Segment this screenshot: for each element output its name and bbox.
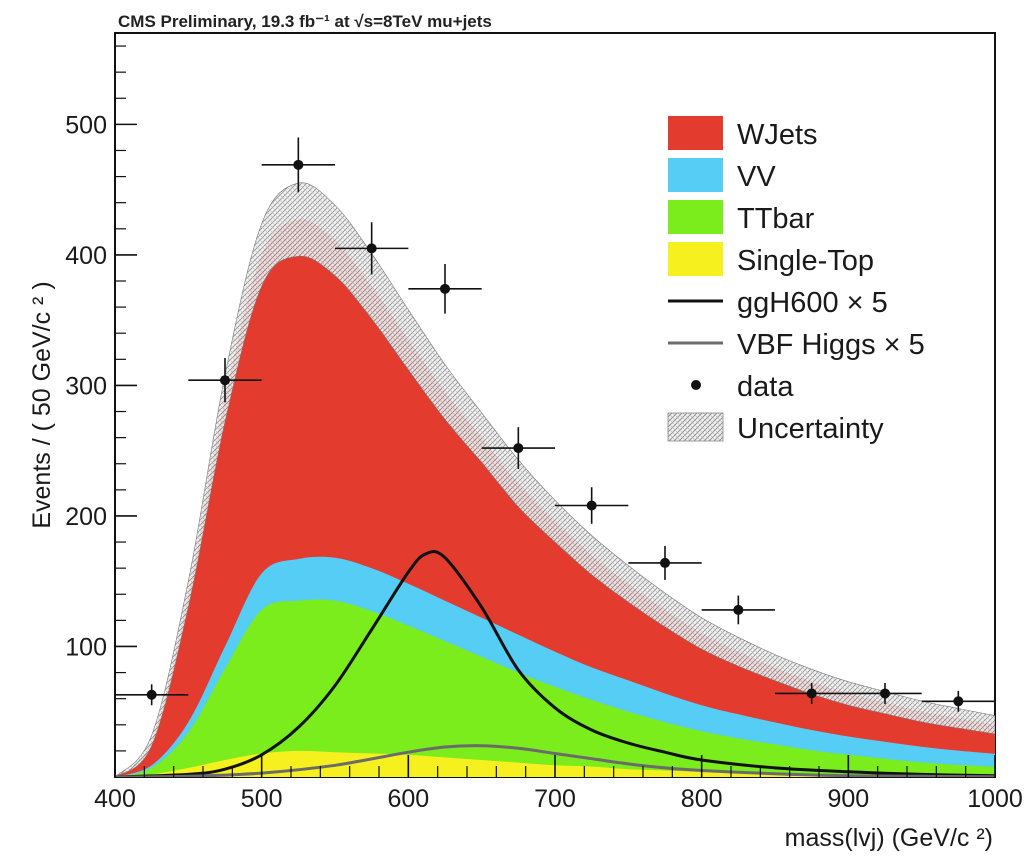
x-tick-label: 600 — [387, 785, 429, 813]
data-point-marker — [660, 557, 670, 568]
legend-label: ggH600 × 5 — [737, 287, 888, 319]
data-point-marker — [880, 688, 890, 699]
legend-item-ggh600-5: ggH600 × 5 — [668, 287, 888, 319]
data-point-marker — [586, 500, 597, 511]
legend-label: VBF Higgs × 5 — [737, 329, 925, 361]
data-point-marker — [366, 243, 377, 254]
data-point — [335, 222, 409, 275]
area-single-top — [115, 750, 995, 777]
data-point — [775, 683, 849, 704]
legend-item-uncertainty: Uncertainty — [667, 412, 884, 445]
axes-layer: 400 500 600 700 800 900 1000 100 200 300 400 500 — [65, 45, 1023, 813]
curve-vbf-higgs-5 — [115, 744, 995, 777]
data-point-marker — [293, 159, 304, 170]
legend-item-ttbar: TTbar — [668, 200, 815, 235]
legend: WJets VV TTbar Single-Top ggH600 × 5 VBF Higg… — [667, 116, 925, 445]
data-point — [188, 358, 262, 403]
legend-swatch — [668, 242, 723, 276]
legend-item-vbf-higgs-5: VBF Higgs × 5 — [668, 329, 925, 361]
legend-item-single-top: Single-Top — [668, 242, 874, 277]
x-tick-label: 900 — [827, 785, 869, 813]
legend-swatch — [668, 158, 723, 192]
chart-header: CMS Preliminary, 19.3 fb⁻¹ at √s=8TeV mu… — [118, 12, 492, 31]
x-tick-label: 700 — [534, 785, 576, 813]
y-tick-label: 300 — [65, 372, 107, 400]
y-tick-label: 100 — [65, 633, 107, 661]
data-point — [115, 684, 189, 706]
legend-label: WJets — [737, 119, 818, 151]
data-point — [555, 487, 629, 524]
curve-ggh600-5 — [115, 550, 995, 777]
data-point — [921, 690, 995, 712]
legend-label: Single-Top — [737, 245, 874, 277]
legend-item-vv: VV — [668, 158, 776, 193]
legend-swatch — [668, 116, 723, 150]
y-axis-title: Events / ( 50 GeV/c ² ) — [28, 281, 56, 528]
legend-label: Uncertainty — [737, 413, 884, 445]
area-ttbar — [115, 599, 995, 777]
data-point — [261, 137, 335, 193]
legend-item-wjets: WJets — [668, 116, 818, 151]
x-axis-title: mass(lvj) (GeV/c ²) — [785, 824, 993, 852]
stack-layer — [115, 182, 995, 777]
data-layer — [115, 137, 995, 712]
x-tick-label: 400 — [94, 785, 136, 813]
data-point-marker — [513, 443, 524, 454]
data-point-marker — [146, 689, 157, 700]
data-point — [481, 427, 555, 469]
legend-swatch — [668, 200, 723, 234]
legend-swatch — [667, 412, 724, 442]
y-tick-label: 500 — [65, 111, 107, 139]
y-tick-label: 400 — [65, 242, 107, 270]
x-tick-label: 800 — [681, 785, 723, 813]
x-tick-label: 500 — [241, 785, 283, 813]
data-point-marker — [440, 283, 450, 294]
data-point-marker — [220, 375, 230, 386]
y-tick-label: 200 — [65, 503, 107, 531]
plot-area — [115, 137, 995, 777]
signal-layer — [115, 550, 995, 777]
data-point — [848, 683, 922, 704]
data-point — [408, 264, 482, 314]
data-point-marker — [806, 688, 817, 699]
legend-item-data: data — [691, 371, 794, 403]
x-tick-label: 1000 — [967, 785, 1023, 813]
data-point-marker — [953, 696, 964, 707]
legend-swatch — [691, 380, 701, 390]
legend-label: data — [737, 371, 794, 403]
legend-label: VV — [737, 161, 776, 193]
data-point — [701, 595, 775, 625]
legend-label: TTbar — [737, 203, 815, 235]
data-point-marker — [733, 604, 744, 615]
data-point — [628, 545, 702, 580]
